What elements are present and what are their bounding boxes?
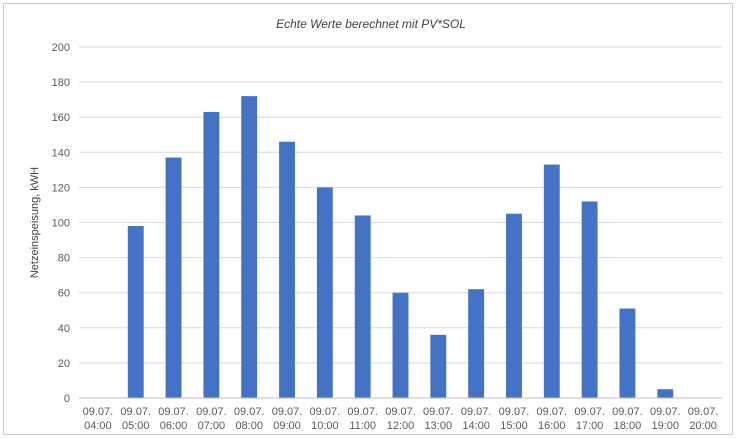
bar — [165, 157, 182, 398]
bar — [127, 226, 144, 398]
x-tick-label: 09.07. 13:00 — [423, 406, 454, 432]
x-tick-label: 09.07. 17:00 — [574, 406, 605, 432]
bar — [506, 213, 522, 398]
bars — [127, 96, 674, 398]
x-tick-label: 09.07. 07:00 — [196, 406, 227, 432]
y-tick-label: 20 — [58, 358, 70, 370]
bar — [241, 96, 258, 398]
y-tick-label: 200 — [52, 42, 70, 54]
x-tick-label: 09.07. 14:00 — [461, 406, 492, 432]
bar — [430, 334, 447, 398]
y-tick-label: 80 — [58, 253, 70, 265]
bar — [619, 308, 636, 398]
y-tick-label: 100 — [52, 218, 70, 230]
y-tick-label: 140 — [52, 147, 70, 159]
bar — [543, 164, 560, 398]
x-tick-label: 09.07. 09:00 — [272, 406, 303, 432]
bar — [581, 201, 598, 398]
x-tick-label: 09.07. 06:00 — [158, 406, 189, 432]
y-axis-ticks: 0 20 40 60 80 100 120 140 160 180 200 — [52, 42, 70, 405]
chart-frame: Echte Werte berechnet mit PV*SOL 0 20 40 60… — [3, 3, 733, 435]
y-tick-label: 180 — [52, 77, 70, 89]
y-tick-label: 160 — [52, 112, 70, 124]
x-tick-label: 09.07. 15:00 — [499, 406, 530, 432]
x-tick-label: 09.07. 10:00 — [310, 406, 341, 432]
x-tick-label: 09.07. 05:00 — [120, 406, 151, 432]
y-tick-label: 60 — [58, 288, 70, 300]
x-tick-label: 09.07. 04:00 — [83, 406, 114, 432]
bar — [279, 141, 295, 398]
x-tick-label: 09.07. 18:00 — [612, 406, 643, 432]
y-tick-label: 0 — [64, 393, 70, 405]
bar-chart: Echte Werte berechnet mit PV*SOL 0 20 40 60… — [29, 17, 722, 432]
x-tick-label: 09.07. 16:00 — [536, 406, 567, 432]
x-tick-label: 09.07. 19:00 — [650, 406, 681, 432]
bar — [657, 389, 674, 398]
y-tick-label: 120 — [52, 182, 70, 194]
x-tick-label: 09.07. 12:00 — [385, 406, 416, 432]
x-tick-label: 09.07. 08:00 — [234, 406, 265, 432]
bar — [468, 289, 485, 398]
bar — [354, 215, 371, 398]
y-tick-label: 40 — [58, 323, 70, 335]
gridlines — [79, 46, 722, 364]
bar — [316, 187, 333, 398]
x-tick-label: 09.07. 11:00 — [347, 406, 378, 432]
x-tick-label: 09.07. 20:00 — [688, 406, 719, 432]
bar — [392, 292, 409, 398]
bar — [203, 111, 220, 398]
chart-title: Echte Werte berechnet mit PV*SOL — [276, 17, 466, 31]
y-axis-label: Netzeinspeisung, kWH — [29, 167, 41, 278]
